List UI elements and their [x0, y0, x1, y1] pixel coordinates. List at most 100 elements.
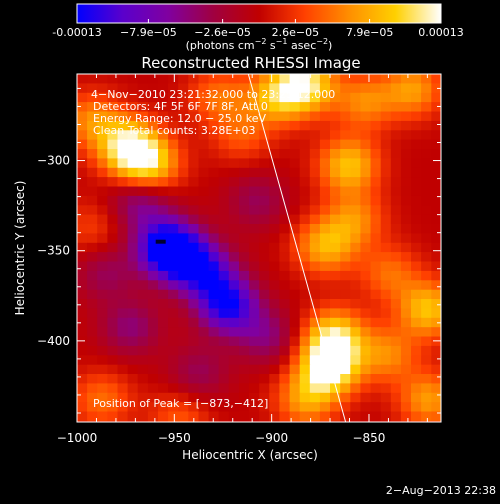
heatmap-cell — [87, 111, 98, 122]
heatmap-cell — [168, 308, 179, 319]
heatmap-cell — [249, 345, 260, 356]
heatmap-cell — [168, 92, 179, 103]
heatmap-cell — [400, 392, 412, 403]
heatmap-cell — [330, 299, 341, 309]
heatmap-cell — [319, 420, 331, 422]
heatmap-cell — [431, 392, 441, 403]
heatmap-cell — [390, 158, 402, 169]
heatmap-cell — [188, 149, 199, 159]
heatmap-cell — [421, 214, 432, 225]
heatmap-cell — [107, 195, 119, 206]
heatmap-cell — [319, 374, 331, 384]
heatmap-cell — [117, 327, 129, 338]
heatmap-cell — [137, 74, 149, 84]
heatmap-cell — [137, 149, 149, 159]
heatmap-cell — [107, 242, 119, 253]
heatmap-cell — [77, 383, 88, 394]
heatmap-cell — [158, 308, 169, 319]
heatmap-cell — [309, 139, 321, 150]
heatmap-cell — [400, 383, 412, 394]
heatmap-cell — [421, 233, 432, 244]
heatmap-cell — [259, 83, 270, 94]
heatmap-cell — [249, 177, 260, 188]
heatmap-cell — [269, 214, 280, 225]
heatmap-cell — [289, 83, 301, 94]
heatmap-cell — [198, 420, 210, 422]
heatmap-cell — [137, 261, 149, 272]
heatmap-cell — [431, 345, 441, 356]
heatmap-cell — [117, 233, 129, 244]
heatmap-cell — [411, 317, 422, 328]
heatmap-cell — [239, 317, 250, 328]
heatmap-cell — [360, 214, 372, 225]
heatmap-cell — [147, 355, 159, 366]
heatmap-cell — [370, 364, 382, 375]
heatmap-cell — [239, 102, 250, 113]
heatmap-cell — [198, 205, 210, 216]
heatmap-cell — [319, 111, 331, 122]
heatmap-cell — [178, 195, 189, 206]
heatmap-cell — [158, 374, 169, 384]
heatmap-cell — [259, 336, 270, 347]
heatmap-cell — [411, 205, 422, 216]
heatmap-cell — [400, 74, 412, 84]
heatmap-cell — [319, 355, 331, 366]
heatmap-cell — [319, 308, 331, 319]
heatmap-cell — [127, 261, 139, 272]
heatmap-cell — [289, 327, 301, 338]
heatmap-cell — [299, 92, 311, 103]
heatmap-cell — [87, 233, 98, 244]
heatmap-cell — [137, 139, 149, 150]
heatmap-cell — [208, 205, 220, 216]
heatmap-cell — [421, 195, 432, 206]
heatmap-cell — [279, 374, 291, 384]
heatmap-cell — [228, 139, 240, 150]
heatmap-cell — [198, 92, 210, 103]
heatmap-cell — [269, 336, 280, 347]
heatmap-cell — [198, 139, 210, 150]
heatmap-cell — [330, 345, 341, 356]
heatmap-cell — [178, 270, 189, 281]
heatmap-cell — [107, 289, 119, 300]
heatmap-cell — [178, 242, 189, 253]
heatmap-cell — [147, 205, 159, 216]
heatmap-cell — [228, 364, 240, 375]
heatmap-cell — [421, 111, 432, 122]
heatmap-cell — [87, 252, 98, 263]
heatmap-cell — [360, 374, 372, 384]
heatmap-cell — [208, 261, 220, 272]
heatmap-cell — [421, 364, 432, 375]
heatmap-cell — [350, 336, 361, 347]
heatmap-cell — [350, 149, 361, 159]
heatmap-cell — [107, 327, 119, 338]
heatmap-cell — [97, 167, 108, 178]
heatmap-cell — [289, 130, 301, 141]
heatmap-cell — [289, 233, 301, 244]
heatmap-cell — [87, 270, 98, 281]
heatmap-cell — [380, 205, 392, 216]
heatmap-cell — [441, 243, 452, 253]
heatmap-cell — [340, 430, 351, 440]
heatmap-cell — [380, 280, 392, 291]
heatmap-cell — [158, 177, 169, 188]
heatmap-cell — [158, 242, 169, 253]
heatmap-cell — [249, 270, 260, 281]
heatmap-cell — [360, 308, 372, 319]
heatmap-cell — [208, 139, 220, 150]
heatmap-cell — [158, 102, 169, 113]
heatmap-cell — [239, 355, 250, 366]
heatmap-cell — [77, 364, 88, 375]
heatmap-cell — [127, 345, 139, 356]
heatmap-cell — [228, 186, 240, 197]
heatmap-cell — [117, 149, 129, 159]
heatmap-cell — [208, 167, 220, 178]
heatmap-cell — [269, 345, 280, 356]
heatmap-cell — [299, 299, 311, 309]
heatmap-cell — [360, 280, 372, 291]
heatmap-cell — [87, 299, 98, 309]
heatmap-cell — [77, 92, 88, 103]
heatmap-cell — [279, 336, 291, 347]
heatmap-cell — [380, 186, 392, 197]
heatmap-cell — [390, 224, 402, 234]
heatmap-cell — [107, 355, 119, 366]
